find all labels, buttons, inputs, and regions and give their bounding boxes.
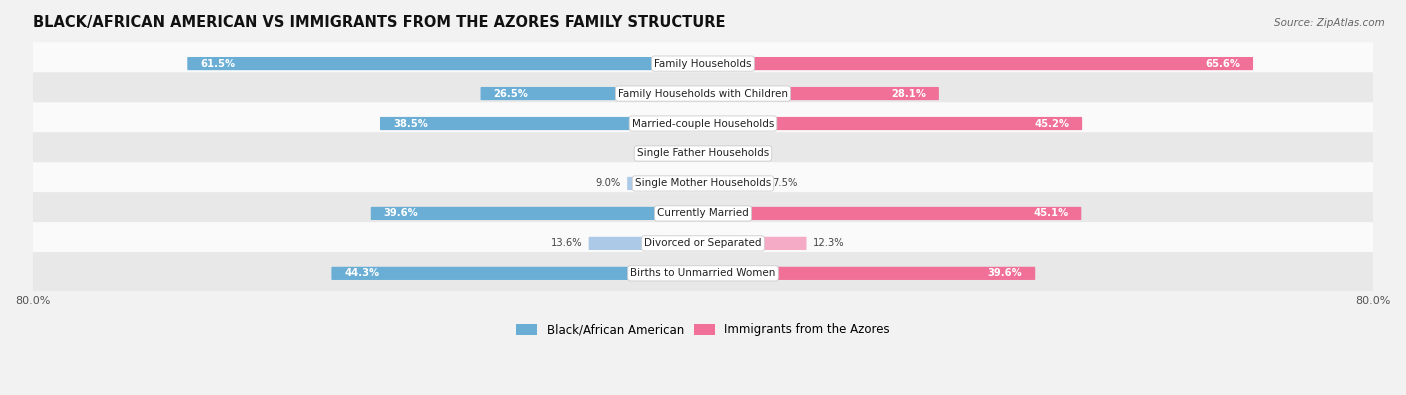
FancyBboxPatch shape: [703, 237, 807, 250]
FancyBboxPatch shape: [25, 162, 1381, 205]
Text: 28.1%: 28.1%: [891, 88, 927, 98]
FancyBboxPatch shape: [25, 222, 1381, 265]
FancyBboxPatch shape: [187, 57, 703, 70]
Text: 61.5%: 61.5%: [200, 58, 235, 69]
Text: 65.6%: 65.6%: [1205, 58, 1240, 69]
Text: 26.5%: 26.5%: [494, 88, 529, 98]
Text: Single Mother Households: Single Mother Households: [636, 179, 770, 188]
Text: 2.8%: 2.8%: [733, 149, 758, 158]
Text: Births to Unmarried Women: Births to Unmarried Women: [630, 268, 776, 278]
Text: Family Households: Family Households: [654, 58, 752, 69]
FancyBboxPatch shape: [25, 132, 1381, 175]
Text: 7.5%: 7.5%: [772, 179, 799, 188]
Text: Married-couple Households: Married-couple Households: [631, 118, 775, 128]
FancyBboxPatch shape: [332, 267, 703, 280]
FancyBboxPatch shape: [703, 267, 1035, 280]
Text: 45.1%: 45.1%: [1033, 209, 1069, 218]
FancyBboxPatch shape: [589, 237, 703, 250]
FancyBboxPatch shape: [703, 177, 766, 190]
FancyBboxPatch shape: [25, 42, 1381, 85]
FancyBboxPatch shape: [25, 192, 1381, 235]
Text: 39.6%: 39.6%: [384, 209, 419, 218]
FancyBboxPatch shape: [703, 117, 1083, 130]
Text: 45.2%: 45.2%: [1035, 118, 1069, 128]
Text: Family Households with Children: Family Households with Children: [619, 88, 787, 98]
Text: Currently Married: Currently Married: [657, 209, 749, 218]
FancyBboxPatch shape: [380, 117, 703, 130]
FancyBboxPatch shape: [25, 252, 1381, 295]
Legend: Black/African American, Immigrants from the Azores: Black/African American, Immigrants from …: [512, 319, 894, 341]
Text: 9.0%: 9.0%: [596, 179, 621, 188]
Text: 39.6%: 39.6%: [987, 268, 1022, 278]
Text: 44.3%: 44.3%: [344, 268, 380, 278]
FancyBboxPatch shape: [25, 102, 1381, 145]
FancyBboxPatch shape: [25, 72, 1381, 115]
Text: Source: ZipAtlas.com: Source: ZipAtlas.com: [1274, 18, 1385, 28]
FancyBboxPatch shape: [703, 147, 727, 160]
FancyBboxPatch shape: [703, 87, 939, 100]
Text: Single Father Households: Single Father Households: [637, 149, 769, 158]
Text: 2.4%: 2.4%: [651, 149, 676, 158]
FancyBboxPatch shape: [481, 87, 703, 100]
Text: BLACK/AFRICAN AMERICAN VS IMMIGRANTS FROM THE AZORES FAMILY STRUCTURE: BLACK/AFRICAN AMERICAN VS IMMIGRANTS FRO…: [32, 15, 725, 30]
FancyBboxPatch shape: [371, 207, 703, 220]
Text: Divorced or Separated: Divorced or Separated: [644, 239, 762, 248]
FancyBboxPatch shape: [703, 57, 1253, 70]
FancyBboxPatch shape: [682, 147, 703, 160]
Text: 12.3%: 12.3%: [813, 239, 845, 248]
Text: 38.5%: 38.5%: [394, 118, 427, 128]
FancyBboxPatch shape: [627, 177, 703, 190]
FancyBboxPatch shape: [703, 207, 1081, 220]
Text: 13.6%: 13.6%: [551, 239, 582, 248]
